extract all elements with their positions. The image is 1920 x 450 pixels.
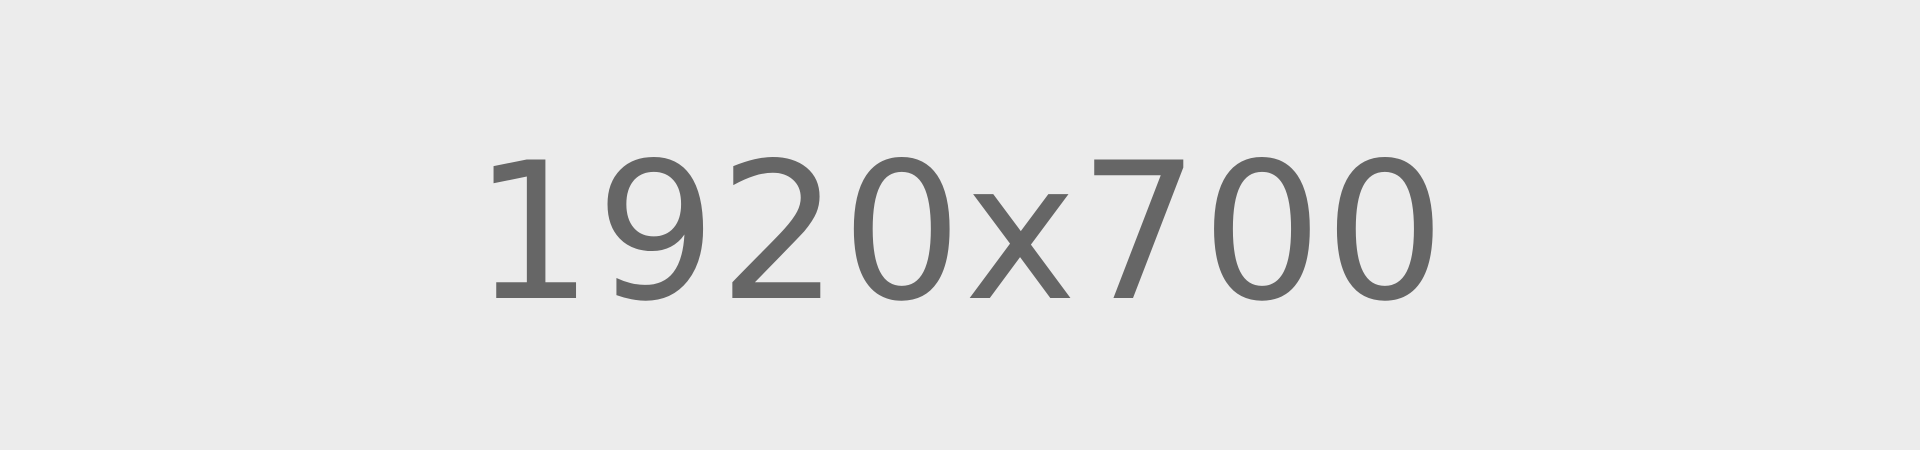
placeholder-dimensions-label: 1920x700	[472, 122, 1448, 343]
